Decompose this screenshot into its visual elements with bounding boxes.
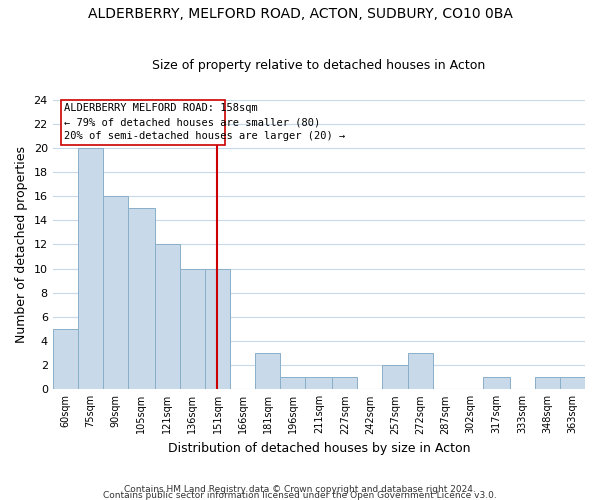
Bar — [305, 377, 332, 390]
Bar — [382, 365, 407, 390]
Bar — [53, 329, 78, 390]
Bar — [535, 377, 560, 390]
Bar — [155, 244, 180, 390]
Bar — [103, 196, 128, 390]
Text: Contains HM Land Registry data © Crown copyright and database right 2024.: Contains HM Land Registry data © Crown c… — [124, 484, 476, 494]
Bar — [205, 268, 230, 390]
FancyBboxPatch shape — [61, 100, 225, 146]
Bar — [280, 377, 305, 390]
Bar — [483, 377, 509, 390]
Text: ← 79% of detached houses are smaller (80): ← 79% of detached houses are smaller (80… — [64, 117, 320, 127]
Bar — [332, 377, 358, 390]
Text: Contains public sector information licensed under the Open Government Licence v3: Contains public sector information licen… — [103, 490, 497, 500]
Y-axis label: Number of detached properties: Number of detached properties — [15, 146, 28, 343]
Text: ALDERBERRY, MELFORD ROAD, ACTON, SUDBURY, CO10 0BA: ALDERBERRY, MELFORD ROAD, ACTON, SUDBURY… — [88, 8, 512, 22]
Bar — [407, 353, 433, 390]
X-axis label: Distribution of detached houses by size in Acton: Distribution of detached houses by size … — [167, 442, 470, 455]
Text: ALDERBERRY MELFORD ROAD: 158sqm: ALDERBERRY MELFORD ROAD: 158sqm — [64, 103, 257, 113]
Bar — [560, 377, 585, 390]
Title: Size of property relative to detached houses in Acton: Size of property relative to detached ho… — [152, 59, 485, 72]
Bar — [255, 353, 280, 390]
Text: 20% of semi-detached houses are larger (20) →: 20% of semi-detached houses are larger (… — [64, 131, 345, 141]
Bar — [180, 268, 205, 390]
Bar — [128, 208, 155, 390]
Bar — [78, 148, 103, 390]
